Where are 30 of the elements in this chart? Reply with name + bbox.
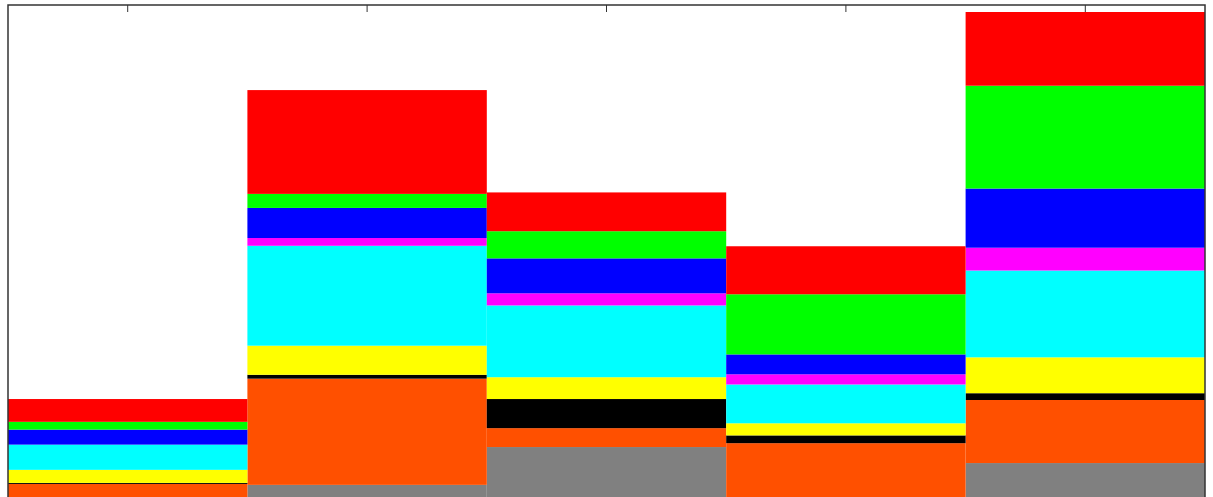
bar bbox=[486, 293, 727, 306]
bar bbox=[247, 374, 487, 379]
bar bbox=[726, 435, 966, 444]
bar bbox=[965, 270, 1205, 358]
bar bbox=[965, 85, 1205, 189]
bar bbox=[486, 377, 727, 400]
bar bbox=[726, 384, 966, 424]
bar bbox=[965, 247, 1205, 271]
bar bbox=[965, 393, 1205, 400]
bar bbox=[965, 12, 1205, 86]
bar bbox=[726, 423, 966, 436]
bar bbox=[965, 357, 1205, 394]
bar bbox=[247, 207, 487, 239]
bar bbox=[8, 429, 248, 445]
bar bbox=[8, 469, 248, 483]
bar bbox=[486, 258, 727, 294]
bar bbox=[8, 399, 248, 422]
bar bbox=[247, 193, 487, 208]
bar bbox=[965, 463, 1205, 497]
bar bbox=[726, 246, 966, 295]
bar bbox=[726, 374, 966, 385]
bar bbox=[247, 238, 487, 246]
bar bbox=[8, 421, 248, 430]
bar bbox=[726, 294, 966, 355]
bar bbox=[965, 188, 1205, 248]
bar bbox=[726, 354, 966, 375]
bar bbox=[247, 345, 487, 375]
bar bbox=[486, 399, 727, 429]
bar bbox=[8, 444, 248, 470]
bar bbox=[486, 231, 727, 259]
